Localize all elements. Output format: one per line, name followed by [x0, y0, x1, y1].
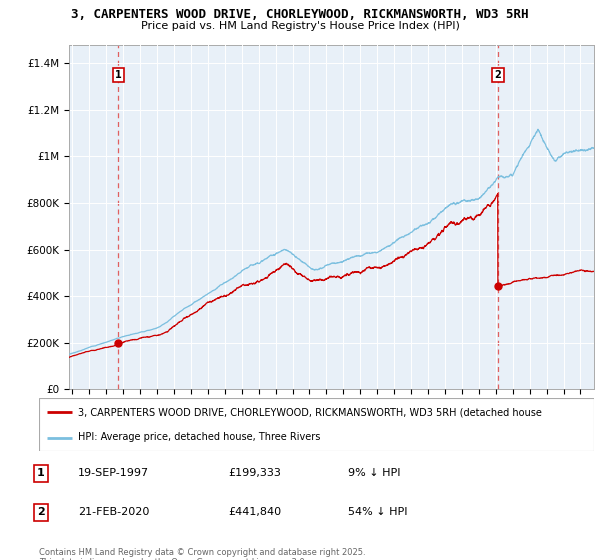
- Text: 19-SEP-1997: 19-SEP-1997: [78, 468, 149, 478]
- Text: 1: 1: [115, 70, 122, 80]
- Text: £441,840: £441,840: [228, 507, 281, 517]
- Text: 21-FEB-2020: 21-FEB-2020: [78, 507, 149, 517]
- Text: 2: 2: [37, 507, 44, 517]
- FancyBboxPatch shape: [39, 398, 594, 451]
- Text: £199,333: £199,333: [228, 468, 281, 478]
- Text: 3, CARPENTERS WOOD DRIVE, CHORLEYWOOD, RICKMANSWORTH, WD3 5RH: 3, CARPENTERS WOOD DRIVE, CHORLEYWOOD, R…: [71, 8, 529, 21]
- Text: 2: 2: [494, 70, 502, 80]
- Text: 54% ↓ HPI: 54% ↓ HPI: [348, 507, 407, 517]
- Text: 1: 1: [37, 468, 44, 478]
- Text: 9% ↓ HPI: 9% ↓ HPI: [348, 468, 401, 478]
- Text: HPI: Average price, detached house, Three Rivers: HPI: Average price, detached house, Thre…: [78, 432, 320, 442]
- Text: Price paid vs. HM Land Registry's House Price Index (HPI): Price paid vs. HM Land Registry's House …: [140, 21, 460, 31]
- Text: Contains HM Land Registry data © Crown copyright and database right 2025.
This d: Contains HM Land Registry data © Crown c…: [39, 548, 365, 560]
- Text: 3, CARPENTERS WOOD DRIVE, CHORLEYWOOD, RICKMANSWORTH, WD3 5RH (detached house: 3, CARPENTERS WOOD DRIVE, CHORLEYWOOD, R…: [78, 408, 542, 418]
